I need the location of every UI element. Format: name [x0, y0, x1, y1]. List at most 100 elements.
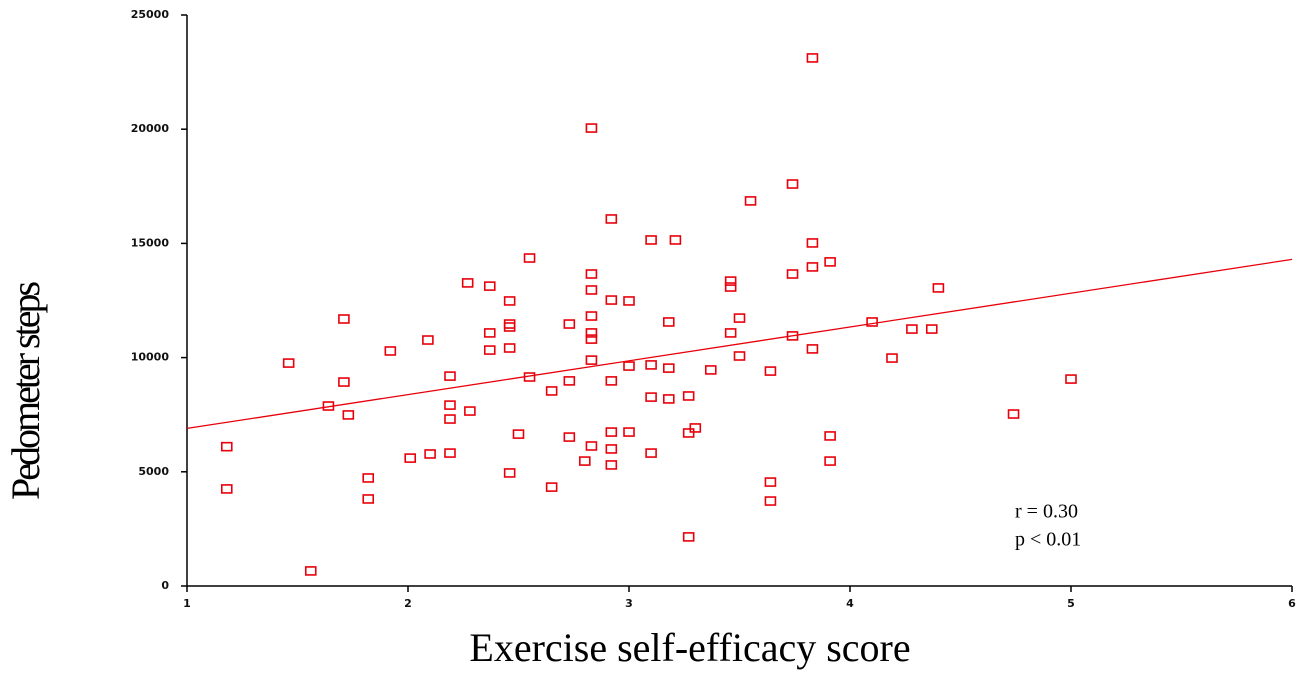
point — [744, 196, 757, 206]
annotation: p < 0.01 — [1015, 529, 1081, 551]
point — [925, 324, 938, 334]
point — [585, 334, 598, 344]
point — [585, 441, 598, 451]
point — [669, 235, 682, 245]
point — [563, 376, 576, 386]
point — [1007, 409, 1020, 419]
point — [605, 295, 618, 305]
point — [764, 477, 777, 487]
x-axis-label: Exercise self-efficacy score — [469, 625, 910, 670]
point — [404, 453, 417, 463]
point — [563, 432, 576, 442]
point — [384, 346, 397, 356]
x-tick-label: 6 — [1288, 597, 1296, 610]
point — [362, 473, 375, 483]
point — [1065, 374, 1077, 384]
point — [523, 253, 536, 263]
point — [220, 441, 233, 452]
point — [605, 444, 618, 454]
point — [724, 282, 737, 292]
y-tick-label: 5000 — [138, 465, 169, 478]
point — [824, 431, 836, 441]
point — [733, 351, 746, 361]
point — [806, 238, 819, 248]
point — [662, 394, 675, 404]
point — [585, 328, 598, 338]
point — [483, 345, 496, 355]
point — [585, 285, 598, 295]
point — [866, 317, 878, 327]
point — [578, 456, 591, 466]
point — [512, 429, 525, 439]
x-tick-label: 5 — [1067, 597, 1075, 610]
point — [444, 400, 456, 410]
point — [682, 391, 695, 401]
point — [444, 371, 456, 381]
point — [503, 343, 516, 353]
point — [806, 344, 819, 354]
point — [545, 482, 558, 492]
point — [806, 262, 819, 272]
x-tick-label: 2 — [404, 597, 412, 610]
point — [932, 283, 945, 293]
point — [645, 448, 657, 458]
point — [503, 319, 516, 329]
point — [585, 311, 598, 321]
point — [503, 296, 516, 306]
point — [733, 313, 746, 323]
point — [220, 484, 233, 494]
annotation: r = 0.30 — [1015, 501, 1078, 523]
point — [689, 423, 702, 433]
point — [623, 296, 635, 306]
point — [585, 269, 598, 279]
point — [444, 448, 456, 458]
point — [444, 414, 456, 424]
point — [786, 179, 799, 189]
point — [645, 235, 657, 245]
y-tick-label: 25000 — [131, 8, 170, 21]
point — [422, 335, 434, 345]
point — [563, 319, 576, 329]
point — [645, 360, 657, 370]
x-tick-label: 3 — [625, 597, 633, 610]
point — [824, 456, 836, 466]
point — [424, 449, 436, 459]
fit-line — [186, 258, 1293, 430]
point — [503, 322, 516, 332]
point — [338, 314, 350, 324]
point — [662, 317, 675, 327]
point — [461, 278, 474, 288]
point — [764, 496, 777, 506]
point — [682, 428, 695, 438]
y-tick-label: 10000 — [131, 351, 170, 364]
point — [342, 410, 355, 420]
point — [662, 363, 675, 373]
point — [464, 406, 476, 416]
point — [724, 276, 737, 286]
point — [605, 214, 618, 224]
point — [764, 366, 777, 376]
point — [483, 281, 496, 291]
x-tick-label: 4 — [846, 597, 854, 610]
point — [704, 365, 717, 375]
point — [906, 324, 918, 334]
point — [824, 257, 836, 267]
point — [786, 269, 799, 279]
point — [645, 392, 657, 402]
point — [623, 427, 635, 437]
point — [503, 468, 516, 478]
y-tick-label: 0 — [161, 579, 169, 592]
point — [605, 427, 618, 437]
point — [545, 386, 558, 396]
point — [304, 566, 317, 576]
point — [605, 376, 618, 386]
point — [585, 123, 598, 133]
point — [682, 532, 695, 542]
point — [585, 355, 598, 365]
x-tick-label: 1 — [183, 597, 191, 610]
point — [483, 328, 496, 338]
point — [362, 494, 375, 504]
point — [724, 328, 737, 338]
